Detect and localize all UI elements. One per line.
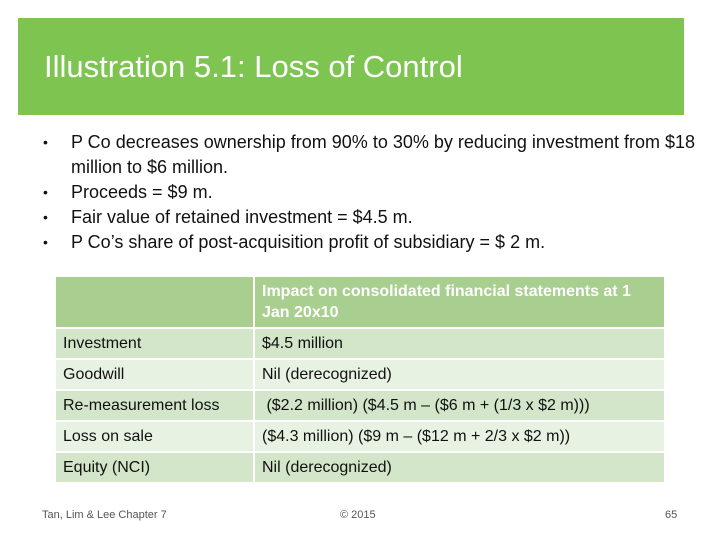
row-value: ($2.2 million) ($4.5 m – ($6 m + (1/3 x … bbox=[253, 389, 666, 422]
bullet-icon: • bbox=[43, 184, 48, 200]
impact-table: Impact on consolidated financial stateme… bbox=[54, 275, 666, 484]
table-row: Equity (NCI) Nil (derecognized) bbox=[54, 451, 666, 484]
bullet-list: • P Co decreases ownership from 90% to 3… bbox=[36, 130, 696, 255]
footer-page-number: 65 bbox=[665, 509, 678, 521]
bullet-icon: • bbox=[43, 134, 48, 150]
footer-copyright: © 2015 bbox=[340, 509, 376, 521]
bullet-item: • P Co decreases ownership from 90% to 3… bbox=[36, 130, 696, 180]
bullet-item: • Proceeds = $9 m. bbox=[36, 180, 696, 205]
row-value: ($4.3 million) ($9 m – ($12 m + 2/3 x $2… bbox=[253, 420, 666, 453]
table-row: Investment $4.5 million bbox=[54, 327, 666, 360]
row-label: Goodwill bbox=[54, 358, 255, 391]
table-header-row: Impact on consolidated financial stateme… bbox=[54, 275, 666, 329]
row-label: Equity (NCI) bbox=[54, 451, 255, 484]
bullet-item: • Fair value of retained investment = $4… bbox=[36, 205, 696, 230]
row-value: Nil (derecognized) bbox=[253, 451, 666, 484]
bullet-text: Proceeds = $9 m. bbox=[71, 182, 213, 202]
bullet-text: P Co’s share of post-acquisition profit … bbox=[71, 232, 546, 252]
table-row: Re-measurement loss ($2.2 million) ($4.5… bbox=[54, 389, 666, 422]
row-label: Re-measurement loss bbox=[54, 389, 255, 422]
bullet-text: Fair value of retained investment = $4.5… bbox=[71, 207, 413, 227]
row-label: Investment bbox=[54, 327, 255, 360]
row-label: Loss on sale bbox=[54, 420, 255, 453]
table-row: Goodwill Nil (derecognized) bbox=[54, 358, 666, 391]
table-row: Loss on sale ($4.3 million) ($9 m – ($12… bbox=[54, 420, 666, 453]
bullet-item: • P Co’s share of post-acquisition profi… bbox=[36, 230, 696, 255]
slide-title: Illustration 5.1: Loss of Control bbox=[44, 49, 463, 84]
row-value: $4.5 million bbox=[253, 327, 666, 360]
bullet-icon: • bbox=[43, 234, 48, 250]
table-header-blank bbox=[54, 275, 255, 329]
table-header: Impact on consolidated financial stateme… bbox=[253, 275, 666, 329]
slide-top-margin bbox=[0, 0, 720, 18]
bullet-icon: • bbox=[43, 209, 48, 225]
title-banner: Illustration 5.1: Loss of Control bbox=[18, 18, 684, 115]
bullet-text: P Co decreases ownership from 90% to 30%… bbox=[71, 132, 695, 177]
row-value: Nil (derecognized) bbox=[253, 358, 666, 391]
footer-source: Tan, Lim & Lee Chapter 7 bbox=[42, 509, 167, 521]
